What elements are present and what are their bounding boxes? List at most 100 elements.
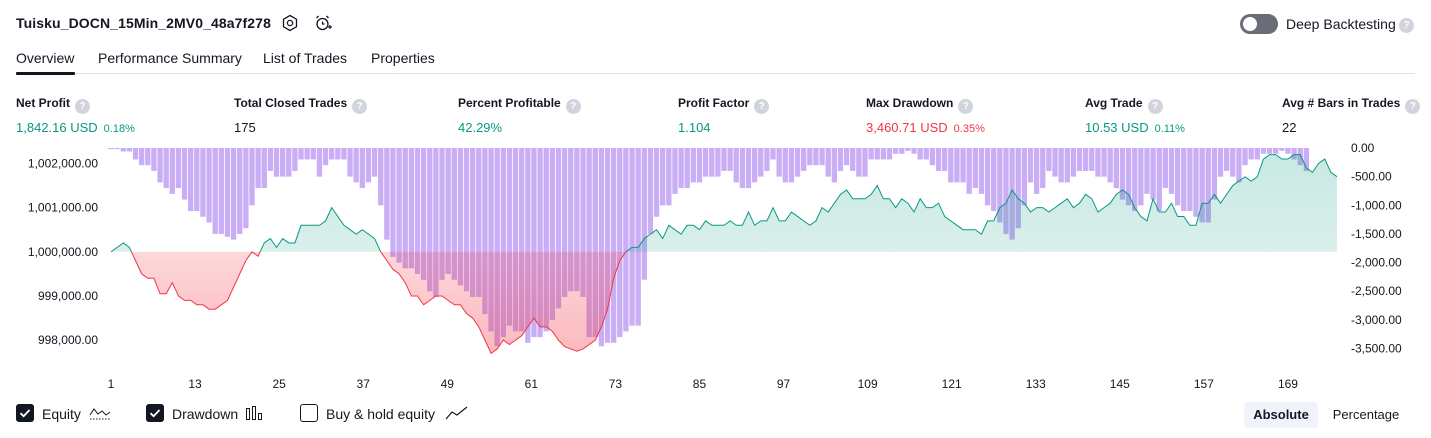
drawdown-bar [1205,148,1211,223]
metric-value: 22 [1282,120,1420,135]
help-icon[interactable]: ? [565,99,581,114]
metric-max-drawdown: Max Drawdown? 3,460.71 USD 0.35% [866,94,985,135]
drawdown-bar [1052,148,1058,177]
settings-icon[interactable] [281,14,299,32]
help-icon[interactable]: ? [754,99,770,114]
metric-avg-bars-in-trades: Avg # Bars in Trades? 22 [1282,94,1421,135]
drawdown-bar [519,148,525,332]
drawdown-bar [568,148,574,292]
toggle-knob [1243,17,1257,31]
drawdown-bar [181,148,188,200]
scale-percentage-button[interactable]: Percentage [1332,407,1400,422]
x-axis-tick: 73 [609,377,623,390]
tab-overview[interactable]: Overview [16,50,75,66]
left-axis-tick: 999,000.00 [38,289,98,303]
drawdown-bar [935,148,942,171]
drawdown-bar [482,148,488,315]
drawdown-bar [1058,148,1064,183]
drawdown-bar [1181,148,1187,212]
drawdown-bar [138,148,145,166]
help-icon[interactable]: ? [1147,99,1163,114]
metric-amount: 3,460.71 USD [866,120,948,135]
drawdown-bar [690,148,697,183]
drawdown-bar [531,148,537,338]
drawdown-bar [617,148,623,338]
drawdown-bar [794,148,801,177]
active-tab-indicator [16,72,75,75]
drawdown-bar [132,148,139,160]
tab-properties[interactable]: Properties [371,50,435,66]
drawdown-bar [525,148,531,343]
drawdown-bar [163,148,169,189]
tab-list-of-trades[interactable]: List of Trades [263,50,348,66]
drawdown-bar [267,148,274,171]
drawdown-bar [1266,148,1273,154]
drawdown-bar [1125,148,1132,206]
buy-hold-checkbox[interactable] [300,404,318,422]
drawdown-bar [126,148,133,152]
drawdown-bar [433,148,439,297]
drawdown-bar [604,148,611,343]
trend-line-icon [445,406,468,420]
drawdown-bar [1033,148,1040,194]
drawdown-bar [739,148,746,189]
metric-amount: 1.104 [678,120,711,135]
right-axis-tick: -3,500.00 [1351,342,1402,356]
drawdown-bar [801,148,807,171]
drawdown-bar [647,148,654,234]
metric-amount: 175 [234,120,256,135]
drawdown-bar [316,148,323,177]
equity-area-positive [111,154,1337,252]
drawdown-bar [157,148,163,183]
drawdown-bar [365,148,372,183]
drawdown-bar [384,148,390,240]
drawdown-bar [188,148,194,212]
drawdown-checkbox[interactable] [146,404,164,422]
metric-percent: 0.11% [1154,123,1185,135]
help-icon[interactable]: ? [75,99,90,114]
metric-percent: 0.35% [953,123,985,135]
metric-percent-profitable: Percent Profitable? 42.29% [458,94,581,135]
left-axis: 1,002,000.00 1,001,000.00 1,000,000.00 999,… [28,156,98,347]
metric-value: 175 [234,120,367,135]
help-icon[interactable]: ? [958,99,974,114]
metric-label: Net Profit [16,96,70,110]
drawdown-bar [776,148,782,177]
equity-drawdown-chart[interactable]: 1,002,000.00 1,001,000.00 1,000,000.00 999,… [0,140,1431,390]
x-axis-tick: 121 [942,377,962,390]
drawdown-bar [427,148,433,292]
drawdown-bar [825,148,831,177]
x-axis-tick: 157 [1194,377,1214,390]
equity-checkbox[interactable] [16,404,34,422]
drawdown-bar [218,148,225,234]
equity-legend-label: Equity [42,406,81,422]
drawdown-bar [1242,148,1248,166]
drawdown-bar [850,148,856,171]
metric-value: 1.104 [678,120,769,135]
drawdown-bar [1291,148,1297,160]
help-icon[interactable]: ? [1405,99,1421,114]
right-axis-tick: 0.00 [1351,141,1375,155]
drawdown-bar [929,148,936,166]
drawdown-bar [1248,148,1254,160]
drawdown-bar [1015,148,1021,229]
drawdown-bar [255,148,261,189]
drawdown-bar [1027,148,1034,183]
drawdown-bar [1254,148,1260,160]
drawdown-bar [537,148,543,338]
deep-backtesting-toggle[interactable] [1240,14,1278,34]
scale-absolute-button[interactable]: Absolute [1244,402,1318,428]
add-alert-icon[interactable] [314,14,332,32]
help-icon[interactable]: ? [352,99,368,114]
metric-label: Total Closed Trades [234,96,348,110]
drawdown-bar [476,148,482,297]
drawdown-bar [194,148,200,212]
drawdown-bar [635,148,641,326]
metric-profit-factor: Profit Factor? 1.104 [678,94,770,135]
tab-performance-summary[interactable]: Performance Summary [98,50,242,66]
drawdown-bar [1199,148,1205,223]
drawdown-bar [359,148,365,189]
drawdown-bar [813,148,819,166]
drawdown-bar [396,148,402,263]
help-icon[interactable]: ? [1399,18,1414,33]
